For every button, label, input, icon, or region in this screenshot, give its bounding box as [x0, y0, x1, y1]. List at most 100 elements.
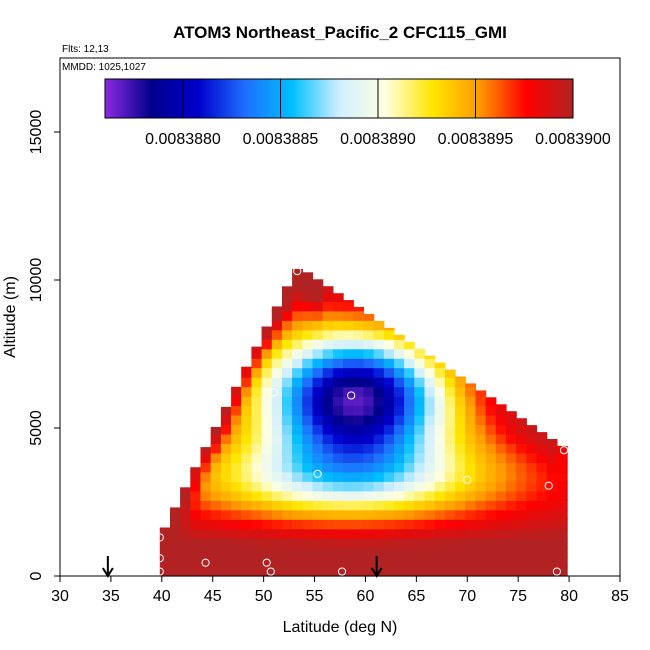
- heatmap-cell: [180, 538, 191, 549]
- heatmap-cell: [292, 301, 303, 312]
- heatmap-cell: [424, 547, 436, 558]
- heatmap-cell: [251, 386, 263, 397]
- heatmap-cell: [332, 481, 344, 492]
- heatmap-cell: [475, 424, 487, 435]
- heatmap-cell: [282, 547, 293, 558]
- heatmap-cell: [444, 443, 456, 454]
- heatmap-cell: [506, 462, 517, 473]
- heatmap-cell: [383, 509, 395, 520]
- heatmap-cell: [424, 528, 436, 539]
- heatmap-cell: [455, 386, 466, 397]
- heatmap-cell: [434, 481, 446, 492]
- plot-frame: [59, 57, 621, 577]
- heatmap-cell: [332, 301, 344, 312]
- heatmap-cell: [332, 528, 344, 539]
- heatmap-cell: [302, 547, 314, 558]
- heatmap-cell: [231, 500, 242, 511]
- heatmap-cell: [190, 481, 202, 492]
- heatmap-cell: [292, 471, 303, 482]
- heatmap-cell: [394, 462, 405, 473]
- x-tick-label: 60: [357, 588, 375, 605]
- heatmap-cell: [353, 500, 364, 511]
- heatmap-cell: [506, 566, 517, 577]
- heatmap-cell: [190, 547, 202, 558]
- heatmap-cell: [353, 329, 364, 340]
- heatmap-cell: [424, 424, 436, 435]
- heatmap-cell: [332, 415, 344, 426]
- heatmap-cell: [292, 272, 303, 283]
- heatmap-cell: [220, 433, 232, 444]
- heatmap-cell: [322, 519, 334, 530]
- heatmap-cell: [424, 500, 436, 511]
- heatmap-cell: [465, 481, 476, 492]
- heatmap-cell: [282, 301, 293, 312]
- heatmap-cell: [312, 405, 324, 416]
- heatmap-cell: [241, 462, 252, 473]
- heatmap-cell: [424, 355, 436, 359]
- heatmap-cell: [404, 462, 415, 473]
- heatmap-cell: [332, 293, 344, 302]
- heatmap-cell: [394, 358, 405, 369]
- heatmap-cell: [424, 566, 436, 577]
- heatmap-cell: [373, 377, 385, 388]
- heatmap-cell: [210, 566, 222, 577]
- heatmap-cell: [241, 433, 252, 444]
- heatmap-cell: [302, 538, 314, 549]
- heatmap-cell: [261, 415, 273, 426]
- heatmap-cell: [363, 500, 375, 511]
- x-tick-label: 35: [102, 588, 120, 605]
- heatmap-cell: [292, 377, 303, 388]
- y-tick-label: 10000: [28, 258, 45, 303]
- heatmap-cell: [353, 358, 364, 369]
- heatmap-cell: [546, 439, 558, 444]
- heatmap-cell: [332, 500, 344, 511]
- heatmap-cell: [373, 557, 385, 568]
- heatmap-cell: [383, 415, 395, 426]
- heatmap-cell: [292, 358, 303, 369]
- heatmap-cell: [343, 348, 354, 359]
- heatmap-cell: [220, 500, 232, 511]
- heatmap-cell: [302, 348, 314, 359]
- heatmap-cell: [536, 481, 548, 492]
- heatmap-cell: [271, 557, 283, 568]
- heatmap-cell: [363, 339, 375, 350]
- heatmap-cell: [353, 307, 364, 312]
- heatmap-cell: [241, 367, 252, 378]
- heatmap-cell: [231, 490, 242, 501]
- heatmap-cell: [373, 433, 385, 444]
- heatmap-cell: [261, 348, 273, 359]
- heatmap-cell: [526, 471, 538, 482]
- heatmap-cell: [373, 547, 385, 558]
- heatmap-cell: [353, 424, 364, 435]
- heatmap-cell: [343, 433, 354, 444]
- heatmap-cell: [444, 490, 456, 501]
- heatmap-cell: [465, 443, 476, 454]
- heatmap-cell: [261, 424, 273, 435]
- heatmap-cell: [261, 386, 273, 397]
- heatmap-cell: [332, 396, 344, 407]
- heatmap-cell: [414, 443, 426, 454]
- heatmap-cell: [383, 538, 395, 549]
- heatmap-cell: [434, 433, 446, 444]
- heatmap-cell: [414, 377, 426, 388]
- heatmap-cell: [363, 528, 375, 539]
- heatmap-cell: [251, 509, 263, 520]
- heatmap-cell: [363, 471, 375, 482]
- heatmap-cell: [251, 433, 263, 444]
- heatmap-cell: [271, 538, 283, 549]
- heatmap-cell: [455, 566, 466, 577]
- heatmap-cell: [302, 557, 314, 568]
- heatmap-cell: [220, 538, 232, 549]
- heatmap-cell: [302, 490, 314, 501]
- heatmap-cell: [343, 415, 354, 426]
- heatmap-cell: [373, 415, 385, 426]
- heatmap-cell: [231, 443, 242, 454]
- heatmap-cell: [231, 547, 242, 558]
- heatmap-cell: [465, 490, 476, 501]
- heatmap-cell: [200, 500, 212, 511]
- heatmap-cell: [556, 481, 568, 492]
- heatmap-cell: [546, 509, 558, 520]
- heatmap-cell: [322, 405, 334, 416]
- heatmap-cell: [210, 427, 222, 435]
- heatmap-cell: [373, 471, 385, 482]
